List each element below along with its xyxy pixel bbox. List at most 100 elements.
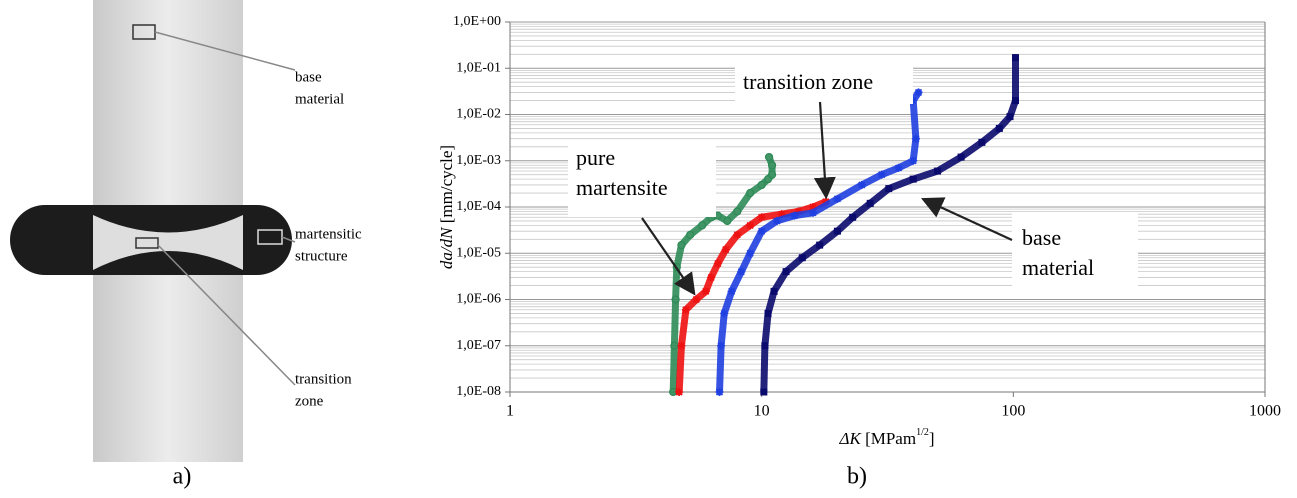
data-point <box>957 153 965 161</box>
y-tick-label: 1,0E-08 <box>456 384 501 399</box>
data-point <box>794 207 803 216</box>
data-point <box>760 388 768 396</box>
data-point <box>914 88 923 97</box>
data-point <box>1011 97 1019 105</box>
data-point <box>877 170 886 179</box>
data-point <box>849 213 857 221</box>
data-point <box>995 124 1003 132</box>
data-point <box>782 268 790 276</box>
x-tick-label: 10 <box>754 403 770 420</box>
annotation: base <box>1022 225 1061 250</box>
y-tick-label: 1,0E-01 <box>456 60 501 75</box>
data-point <box>767 161 777 170</box>
data-point <box>713 259 722 268</box>
data-point <box>866 199 874 207</box>
photo-label: transition <box>295 371 352 387</box>
annotation: martensite <box>576 175 668 200</box>
data-point <box>757 227 766 236</box>
data-point <box>885 185 893 193</box>
data-point <box>727 287 736 296</box>
x-axis-label-part: 1/2 <box>916 427 929 438</box>
data-point <box>677 240 686 250</box>
data-point <box>746 249 755 258</box>
y-tick-label: 1,0E-02 <box>456 107 501 122</box>
data-point <box>681 305 690 314</box>
x-tick-label: 100 <box>1001 403 1025 420</box>
data-point <box>721 245 730 254</box>
data-point <box>857 180 866 189</box>
y-axis-label-part: [mm/cycle] <box>437 145 456 228</box>
annotation-arrow <box>813 101 836 200</box>
data-point <box>764 152 774 162</box>
data-point <box>723 216 732 226</box>
annotation: pure <box>576 145 615 170</box>
x-axis-label-part: ] <box>929 429 935 448</box>
series <box>715 88 923 396</box>
series <box>760 54 1019 396</box>
data-point <box>911 134 920 143</box>
x-axis-label-part: [MPam <box>861 429 916 448</box>
specimen-photo <box>10 0 296 462</box>
y-tick-label: 1,0E-05 <box>456 245 501 260</box>
data-point <box>909 175 917 183</box>
data-point <box>833 194 842 203</box>
data-point <box>701 287 710 296</box>
data-point <box>692 295 701 304</box>
caption: a) <box>173 464 192 490</box>
photo-label: base <box>295 69 322 85</box>
annotation: material <box>1022 255 1094 280</box>
data-point <box>833 227 841 235</box>
data-point <box>733 230 742 239</box>
data-point <box>1006 113 1014 121</box>
x-axis-label-part: ΔK <box>838 429 862 448</box>
data-point <box>757 213 766 222</box>
data-point <box>707 273 716 282</box>
y-axis-label-part: da/dN <box>437 226 456 269</box>
data-point <box>772 216 781 225</box>
photo-label: zone <box>295 393 324 409</box>
annotation-arrow <box>921 197 1013 241</box>
x-axis-label: ΔK [MPam1/2] <box>838 427 934 448</box>
y-tick-label: 1,0E-03 <box>456 153 501 168</box>
data-point <box>809 208 818 217</box>
series <box>675 197 830 396</box>
data-point <box>715 388 724 396</box>
annotation: transition zone <box>743 69 873 94</box>
data-point <box>777 210 786 219</box>
data-point <box>770 287 778 295</box>
annotation-box <box>735 64 913 104</box>
data-point <box>763 175 773 184</box>
data-point <box>757 180 766 190</box>
x-tick-label: 1000 <box>1249 403 1281 420</box>
data-point <box>686 230 695 239</box>
x-tick-label: 1 <box>506 403 514 420</box>
data-point <box>677 341 686 350</box>
photo-label: structure <box>295 248 348 264</box>
data-point <box>697 221 707 230</box>
data-point <box>717 341 726 350</box>
data-point <box>909 156 918 165</box>
caption: b) <box>847 464 867 490</box>
data-point <box>675 388 684 396</box>
data-point <box>671 295 680 304</box>
y-tick-label: 1,0E-06 <box>456 292 501 307</box>
data-point <box>790 211 799 220</box>
y-tick-label: 1,0E+00 <box>453 14 501 29</box>
data-point <box>746 221 755 230</box>
y-tick-label: 1,0E-07 <box>456 338 501 353</box>
data-point <box>909 96 918 105</box>
data-point <box>1011 54 1019 62</box>
photo-label: martensitic <box>295 226 362 242</box>
y-tick-label: 1,0E-04 <box>456 199 501 214</box>
data-point <box>737 267 746 276</box>
data-point <box>934 167 942 175</box>
data-point <box>809 203 818 211</box>
y-axis-label: da/dN [mm/cycle] <box>437 145 456 269</box>
data-point <box>733 207 742 216</box>
data-point <box>798 254 806 262</box>
data-point <box>894 163 903 172</box>
data-point <box>746 188 755 198</box>
annotation-box <box>1012 212 1138 294</box>
data-point <box>720 309 729 318</box>
